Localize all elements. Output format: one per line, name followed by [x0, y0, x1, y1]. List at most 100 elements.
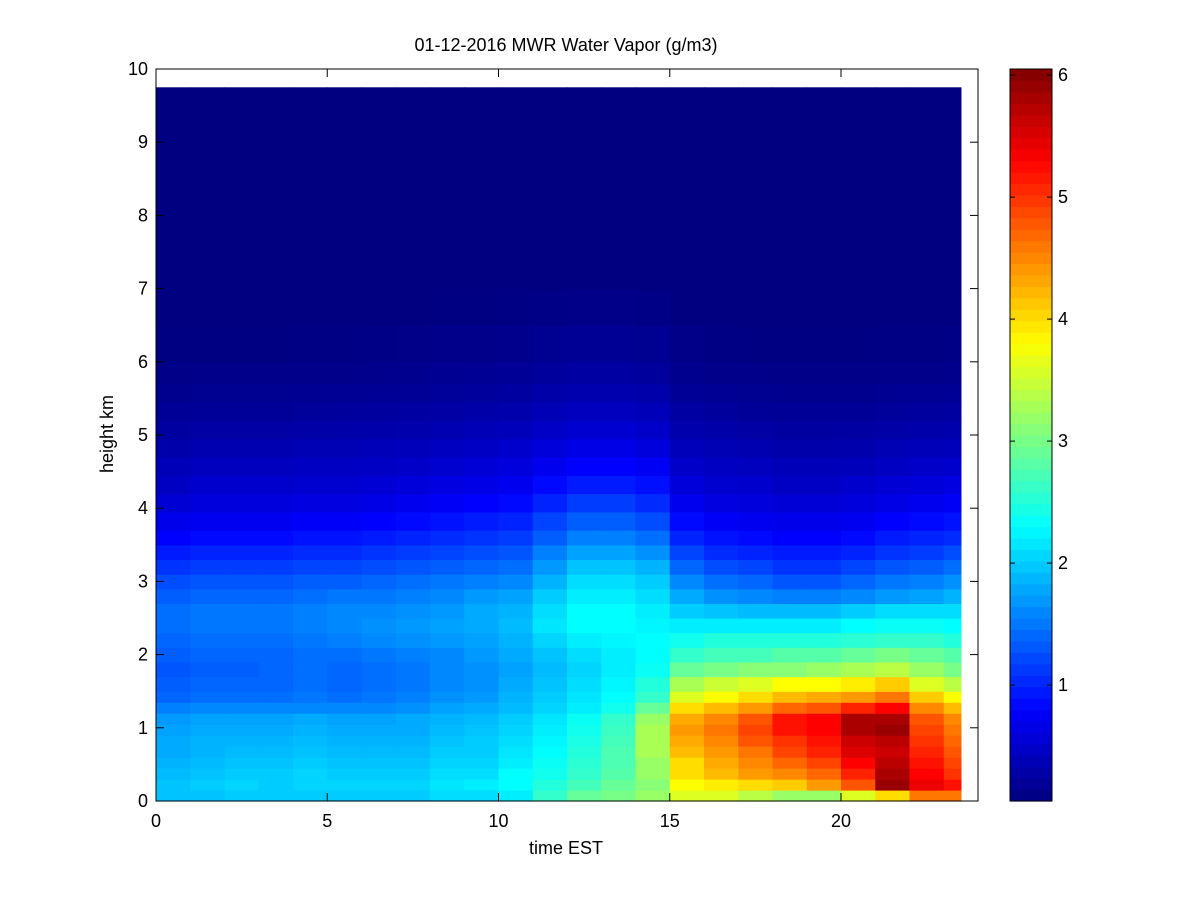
heatmap-cell	[464, 588, 500, 604]
heatmap-cell	[601, 574, 637, 590]
heatmap-cell	[224, 402, 260, 421]
heatmap-cell	[361, 438, 397, 458]
heatmap-cell	[601, 383, 637, 403]
heatmap-cell	[361, 676, 397, 692]
heatmap-cell	[258, 456, 294, 476]
heatmap-cell	[669, 361, 705, 385]
colorbar-band	[1010, 217, 1052, 230]
heatmap-cell	[258, 215, 294, 253]
heatmap-cell	[943, 559, 962, 575]
heatmap-cell	[841, 456, 876, 476]
colorbar-band	[1010, 720, 1052, 733]
heatmap-cell	[224, 456, 260, 476]
heatmap-cell	[361, 574, 397, 590]
heatmap-cell	[909, 713, 945, 725]
heatmap-cell	[841, 87, 876, 107]
heatmap-cell	[498, 438, 534, 458]
heatmap-cell	[258, 661, 294, 678]
heatmap-cell	[224, 661, 260, 678]
heatmap-cell	[430, 402, 465, 421]
heatmap-cell	[498, 511, 534, 531]
heatmap-cell	[224, 632, 260, 648]
heatmap-cell	[190, 661, 226, 678]
heatmap-cell	[258, 438, 294, 458]
heatmap-cell	[224, 511, 260, 531]
heatmap-cell	[361, 420, 397, 440]
heatmap-cell	[704, 456, 739, 476]
heatmap-cell	[738, 456, 774, 476]
heatmap-cell	[806, 178, 842, 216]
heatmap-cell	[156, 361, 191, 385]
heatmap-cell	[567, 420, 602, 440]
heatmap-cell	[943, 511, 962, 531]
heatmap-cell	[567, 779, 602, 791]
y-tick-label: 6	[138, 352, 148, 372]
colorbar-band	[1010, 103, 1052, 116]
heatmap-cell	[224, 724, 260, 736]
heatmap-cell	[841, 588, 876, 604]
heatmap-cell	[841, 768, 876, 780]
heatmap-cell	[669, 632, 705, 648]
heatmap-cell	[943, 252, 962, 290]
heatmap-cell	[190, 790, 226, 802]
heatmap-cell	[601, 493, 637, 513]
heatmap-cell	[704, 361, 739, 385]
heatmap-cell	[395, 511, 431, 531]
heatmap-cell	[156, 493, 191, 513]
heatmap-cell	[943, 142, 962, 180]
heatmap-cell	[156, 402, 191, 421]
y-tick-label: 1	[138, 718, 148, 738]
colorbar-band	[1010, 206, 1052, 219]
heatmap-cell	[943, 713, 962, 725]
heatmap-cell	[943, 215, 962, 253]
colorbar-band	[1010, 698, 1052, 711]
heatmap-cell	[498, 779, 534, 791]
heatmap-cell	[601, 105, 637, 143]
heatmap-cell	[635, 142, 671, 180]
heatmap-cell	[532, 456, 568, 476]
heatmap-cell	[738, 618, 774, 634]
heatmap-cell	[738, 215, 774, 253]
heatmap-cell	[156, 713, 191, 725]
colorbar-band	[1010, 297, 1052, 310]
heatmap-cell	[327, 603, 363, 619]
heatmap-cell	[738, 87, 774, 107]
heatmap-cell	[806, 252, 842, 290]
heatmap-cell	[601, 603, 637, 619]
heatmap-cell	[875, 779, 911, 791]
heatmap-cell	[190, 676, 226, 692]
heatmap-cell	[909, 735, 945, 747]
heatmap-cell	[156, 288, 191, 326]
heatmap-cell	[293, 746, 328, 758]
heatmap-cell	[909, 647, 945, 663]
heatmap-cell	[532, 361, 568, 385]
heatmap-cell	[704, 475, 739, 495]
heatmap-cell	[327, 691, 363, 703]
heatmap-cell	[464, 402, 500, 421]
heatmap-cell	[532, 438, 568, 458]
heatmap-cell	[430, 724, 465, 736]
heatmap-cell	[704, 87, 739, 107]
heatmap-cell	[327, 735, 363, 747]
heatmap-cell	[156, 142, 191, 180]
heatmap-cell	[909, 603, 945, 619]
heatmap-cell	[327, 559, 363, 575]
heatmap-cell	[498, 661, 534, 678]
heatmap-cell	[190, 215, 226, 253]
heatmap-cell	[772, 215, 808, 253]
heatmap-cell	[841, 779, 876, 791]
heatmap-cell	[909, 530, 945, 546]
heatmap-cell	[669, 438, 705, 458]
heatmap-cell	[361, 87, 397, 107]
heatmap-cell	[601, 438, 637, 458]
heatmap-cell	[293, 702, 328, 714]
colorbar-band	[1010, 412, 1052, 425]
heatmap-cell	[293, 420, 328, 440]
heatmap-cell	[327, 438, 363, 458]
heatmap-cell	[875, 603, 911, 619]
heatmap-cell	[601, 559, 637, 575]
heatmap-cell	[498, 383, 534, 403]
heatmap-cell	[841, 383, 876, 403]
heatmap-cell	[875, 588, 911, 604]
colorbar-band	[1010, 160, 1052, 173]
